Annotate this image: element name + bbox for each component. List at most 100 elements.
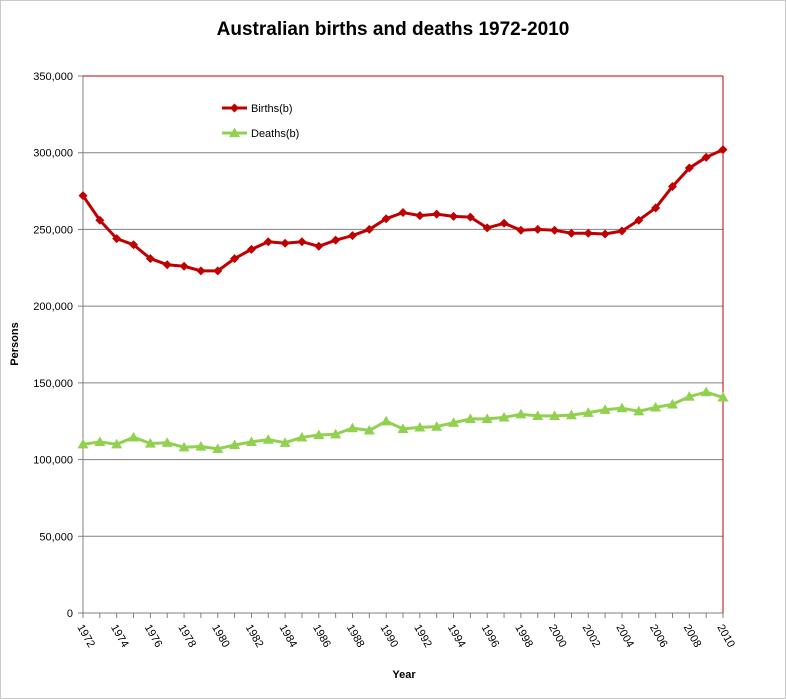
axes [78, 75, 724, 618]
data-point [313, 429, 325, 440]
data-point [516, 225, 526, 235]
data-point [718, 145, 728, 155]
data-point [583, 228, 593, 238]
data-point [482, 223, 492, 233]
legend: Births(b) Deaths(b) [222, 103, 299, 140]
data-point [550, 225, 560, 235]
x-tick-label: 1998 [512, 623, 535, 650]
data-point [296, 431, 308, 442]
series-0 [78, 145, 728, 276]
data-point [651, 203, 661, 213]
data-point [650, 401, 662, 412]
data-point [464, 413, 476, 424]
x-tick-labels: 1972 1974 1976 1978 1980 1982 1984 1986 1988 1990… [74, 623, 737, 650]
data-point [415, 211, 425, 221]
x-tick-label: 2000 [546, 623, 569, 650]
data-point [161, 437, 173, 447]
y-tick-label: 150,000 [33, 378, 73, 390]
data-point [178, 441, 190, 452]
data-point [347, 231, 357, 241]
legend-label: Deaths(b) [251, 128, 299, 140]
x-tick-label: 1986 [310, 623, 333, 650]
x-tick-label: 2008 [681, 623, 704, 650]
data-point [346, 422, 358, 433]
data-point [465, 212, 475, 222]
legend-item-0: Births(b) [222, 103, 293, 115]
data-point [229, 439, 241, 450]
data-point [213, 266, 223, 276]
data-point [380, 415, 392, 426]
data-point [533, 224, 543, 234]
data-point [95, 215, 105, 225]
data-point [314, 241, 324, 251]
data-point [666, 398, 678, 409]
legend-item-1: Deaths(b) [222, 127, 299, 140]
data-point [212, 443, 224, 453]
x-tick-label: 2002 [580, 623, 603, 650]
y-tick-label: 50,000 [39, 531, 73, 543]
y-tick-label: 350,000 [33, 71, 73, 83]
data-point [683, 391, 695, 401]
data-point [431, 421, 443, 431]
x-tick-label: 1972 [74, 623, 97, 650]
x-tick-label: 1980 [209, 623, 232, 650]
data-point [634, 215, 644, 225]
data-point [432, 209, 442, 219]
legend-swatch-marker [230, 103, 239, 113]
data-point [515, 408, 527, 419]
y-tick-label: 300,000 [33, 148, 73, 160]
y-tick-label: 100,000 [33, 455, 73, 467]
data-point [246, 244, 256, 254]
data-point [77, 438, 89, 449]
data-point [398, 208, 408, 218]
data-point [111, 438, 123, 449]
data-point [245, 436, 257, 447]
x-tick-label: 1996 [479, 623, 502, 650]
data-point [78, 191, 88, 201]
data-point [633, 405, 645, 416]
data-point [448, 417, 460, 427]
data-point [297, 237, 307, 247]
data-point [263, 237, 273, 247]
data-point [195, 441, 207, 451]
series-line-1 [82, 390, 724, 451]
data-point [449, 211, 459, 221]
series-lines [77, 145, 729, 453]
y-tick-label: 250,000 [33, 224, 73, 236]
data-point [280, 238, 290, 248]
y-axis-title: Persons [9, 322, 21, 365]
data-point [617, 226, 627, 236]
data-point [566, 228, 576, 238]
data-point [701, 152, 711, 162]
data-point [684, 163, 694, 173]
data-point [582, 407, 594, 417]
data-point [129, 240, 139, 250]
data-point [262, 434, 274, 444]
data-point [481, 413, 493, 424]
y-tick-label: 0 [67, 608, 73, 620]
data-point [381, 214, 391, 224]
data-point [616, 402, 628, 413]
data-point [717, 391, 729, 402]
x-tick-label: 1982 [243, 623, 266, 650]
data-point [330, 428, 342, 439]
data-point [549, 410, 561, 420]
data-point [565, 409, 577, 420]
data-point [700, 386, 712, 397]
x-tick-label: 2004 [613, 623, 636, 650]
data-point [532, 410, 544, 420]
chart-title: Australian births and deaths 1972-2010 [217, 19, 570, 40]
x-tick-label: 1976 [142, 623, 165, 650]
data-point [364, 224, 374, 234]
x-tick-label: 1988 [344, 623, 367, 650]
x-axis-title: Year [392, 669, 416, 681]
data-point [667, 181, 677, 191]
y-tick-label: 200,000 [33, 301, 73, 313]
x-tick-label: 1994 [445, 623, 468, 650]
data-point [414, 421, 426, 432]
y-tick-labels: 0 50,000 100,000 150,000 200,000 250,000 300,0… [33, 71, 73, 620]
data-point [162, 260, 172, 270]
data-point [196, 266, 206, 276]
